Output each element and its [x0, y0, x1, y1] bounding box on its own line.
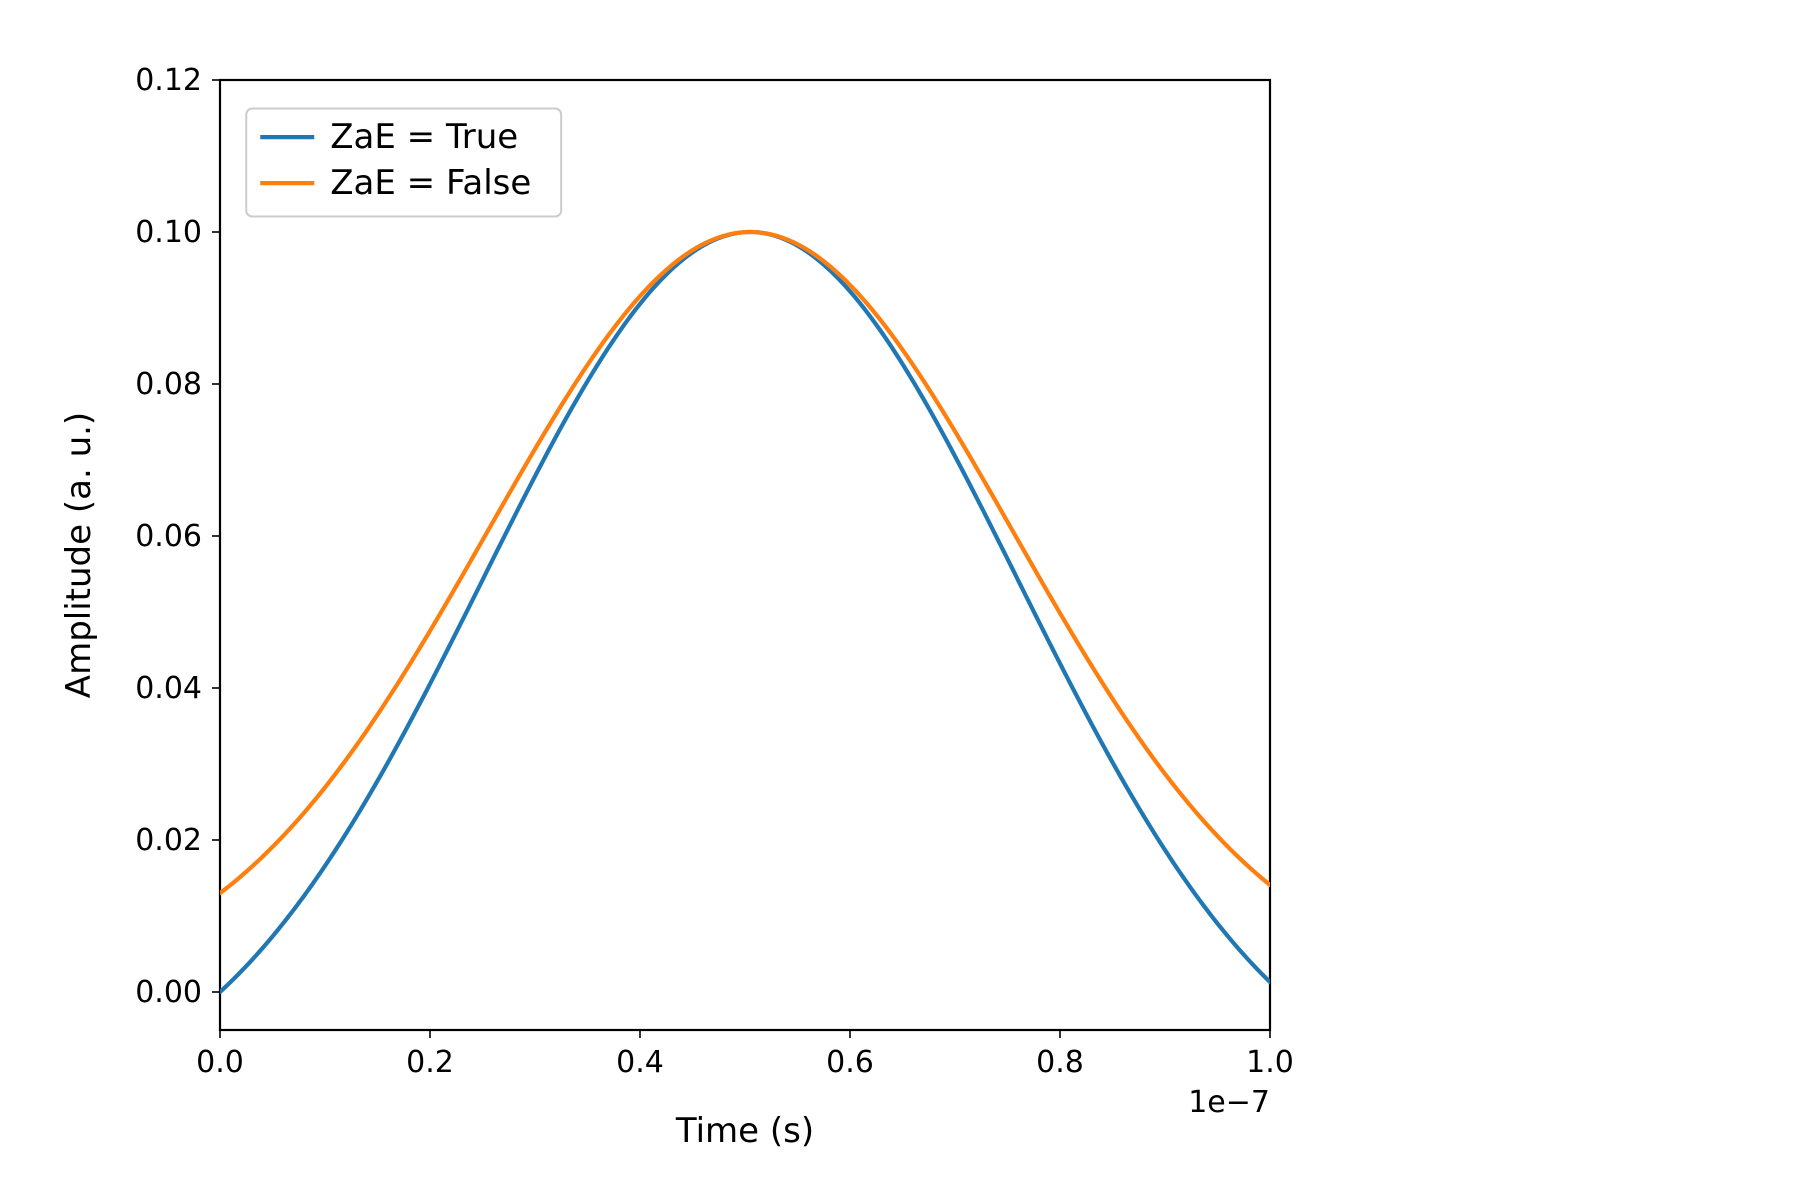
x-axis-label: Time (s) — [675, 1111, 814, 1151]
y-tick-label: 0.06 — [135, 519, 202, 554]
x-tick-label: 0.0 — [196, 1045, 244, 1080]
x-tick-label: 0.8 — [1036, 1045, 1084, 1080]
y-axis-label: Amplitude (a. u.) — [59, 412, 99, 698]
x-tick-label: 0.6 — [826, 1045, 874, 1080]
y-tick-label: 0.04 — [135, 671, 202, 706]
legend-label-0: ZaE = True — [330, 117, 518, 157]
y-tick-label: 0.12 — [135, 63, 202, 98]
x-tick-label: 0.4 — [616, 1045, 664, 1080]
y-tick-label: 0.00 — [135, 975, 202, 1010]
y-tick-label: 0.10 — [135, 215, 202, 250]
legend: ZaE = True ZaE = False — [246, 109, 561, 217]
x-tick-label: 1.0 — [1246, 1045, 1294, 1080]
x-tick-label: 0.2 — [406, 1045, 454, 1080]
y-tick-label: 0.08 — [135, 367, 202, 402]
x-offset-text: 1e−7 — [1188, 1085, 1270, 1120]
legend-label-1: ZaE = False — [330, 163, 531, 203]
y-tick-label: 0.02 — [135, 823, 202, 858]
chart-container: 0.0 0.2 0.4 0.6 0.8 1.0 1e−7 Time (s) 0.00 0.02 0.… — [0, 0, 1800, 1200]
line-chart: 0.0 0.2 0.4 0.6 0.8 1.0 1e−7 Time (s) 0.00 0.02 0.… — [0, 0, 1800, 1200]
